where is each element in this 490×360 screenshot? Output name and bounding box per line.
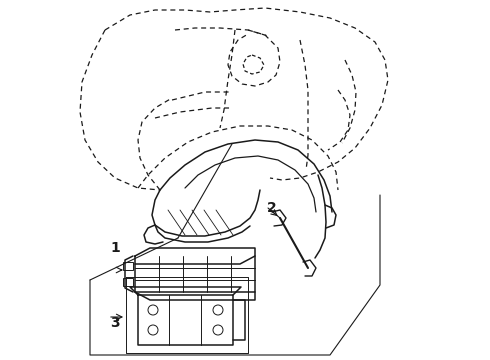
Bar xyxy=(123,278,133,286)
Bar xyxy=(123,262,133,270)
Text: 1: 1 xyxy=(110,241,120,255)
Text: 3: 3 xyxy=(110,316,120,330)
Text: 2: 2 xyxy=(267,201,277,215)
